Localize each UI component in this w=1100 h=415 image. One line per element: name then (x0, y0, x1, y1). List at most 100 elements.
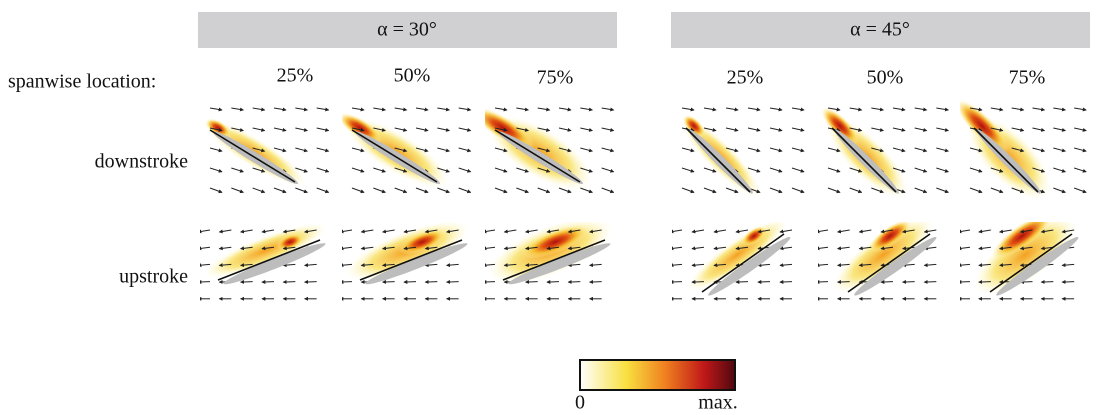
velocity-arrow (770, 148, 782, 151)
velocity-arrow (979, 282, 991, 283)
velocity-arrow (395, 188, 407, 192)
velocity-arrow (373, 188, 385, 192)
colorbar-max: max. (698, 392, 737, 414)
velocity-arrow (198, 247, 210, 249)
velocity-arrow (780, 282, 792, 283)
velocity-arrow (253, 128, 265, 131)
column-label: 75% (1009, 67, 1046, 89)
velocity-arrow (936, 128, 948, 131)
velocity-arrow (991, 108, 1003, 110)
velocity-arrow (253, 188, 265, 192)
velocity-arrow (816, 230, 828, 232)
velocity-arrow (198, 282, 210, 283)
velocity-arrow (736, 230, 748, 232)
velocity-arrow (352, 168, 364, 172)
velocity-arrow (295, 128, 307, 131)
velocity-arrow (483, 247, 495, 249)
velocity-arrow (352, 188, 364, 192)
velocity-arrow (580, 148, 592, 151)
velocity-arrow (602, 188, 614, 192)
flow-panel (467, 100, 614, 204)
flow-panel (949, 93, 1086, 213)
row-label: upstroke (119, 266, 188, 288)
velocity-arrow (340, 230, 352, 232)
velocity-arrow (602, 128, 614, 131)
velocity-arrow (538, 188, 550, 192)
velocity-arrow (459, 108, 471, 110)
velocity-arrow (758, 282, 770, 283)
velocity-arrow (670, 230, 682, 232)
velocity-arrow (483, 282, 495, 283)
velocity-arrow (580, 188, 592, 192)
velocity-arrow (958, 247, 970, 249)
velocity-arrow (816, 247, 828, 249)
velocity-arrow (352, 108, 364, 110)
velocity-arrow (274, 108, 286, 110)
velocity-arrow (780, 247, 792, 249)
velocity-arrow (425, 282, 437, 283)
velocity-arrow (991, 188, 1003, 192)
velocity-arrow (340, 247, 352, 249)
velocity-arrow (274, 188, 286, 192)
velocity-arrow (231, 108, 243, 110)
velocity-arrow (590, 282, 602, 283)
panels (196, 93, 1088, 309)
velocity-arrow (231, 188, 243, 192)
velocity-arrow (871, 108, 883, 110)
angle-header: α = 45° (850, 19, 910, 41)
velocity-arrow (726, 188, 738, 192)
velocity-arrow (903, 282, 915, 283)
velocity-arrow (317, 148, 329, 151)
velocity-arrow (437, 128, 449, 131)
velocity-arrow (317, 128, 329, 131)
velocity-arrow (317, 168, 329, 172)
velocity-arrow (682, 168, 694, 172)
velocity-arrow (1053, 148, 1065, 151)
velocity-arrow (262, 282, 274, 283)
velocity-arrow (936, 148, 948, 151)
velocity-arrow (936, 168, 948, 172)
velocity-arrow (483, 230, 495, 232)
velocity-arrow (495, 188, 507, 192)
velocity-arrow (1053, 188, 1065, 192)
velocity-arrow (692, 230, 704, 232)
velocity-arrow (692, 264, 704, 265)
velocity-arrow (1074, 108, 1086, 110)
velocity-arrow (726, 128, 738, 131)
velocity-arrow (838, 247, 850, 249)
velocity-arrow (881, 282, 893, 283)
velocity-arrow (210, 168, 222, 172)
velocity-arrow (1074, 128, 1086, 131)
velocity-arrow (682, 148, 694, 151)
vorticity-region (962, 200, 1088, 309)
velocity-arrow (670, 264, 682, 265)
velocity-arrow (317, 188, 329, 192)
velocity-arrow (295, 108, 307, 110)
velocity-arrow (958, 264, 970, 265)
velocity-arrow (792, 148, 804, 151)
velocity-arrow (1053, 168, 1065, 172)
velocity-arrow (726, 108, 738, 110)
flow-panel (334, 105, 471, 200)
angle-header: α = 30° (377, 19, 437, 41)
column-label: 25% (727, 67, 764, 89)
velocity-arrow (850, 188, 862, 192)
velocity-arrow (670, 282, 682, 283)
velocity-arrow (958, 230, 970, 232)
velocity-arrow (1012, 108, 1024, 110)
velocity-arrow (568, 282, 580, 283)
velocity-arrow (219, 230, 231, 232)
velocity-arrow (219, 247, 231, 249)
velocity-arrow (936, 108, 948, 110)
velocity-arrow (816, 264, 828, 265)
velocity-arrow (924, 282, 936, 283)
velocity-arrow (262, 230, 274, 232)
velocity-arrow (580, 108, 592, 110)
velocity-arrow (241, 282, 253, 283)
velocity-arrow (871, 128, 883, 131)
velocity-arrow (210, 148, 222, 151)
velocity-arrow (459, 148, 471, 151)
spanwise-label: spanwise location: (8, 71, 156, 93)
velocity-arrow (770, 128, 782, 131)
velocity-arrow (1053, 108, 1065, 110)
